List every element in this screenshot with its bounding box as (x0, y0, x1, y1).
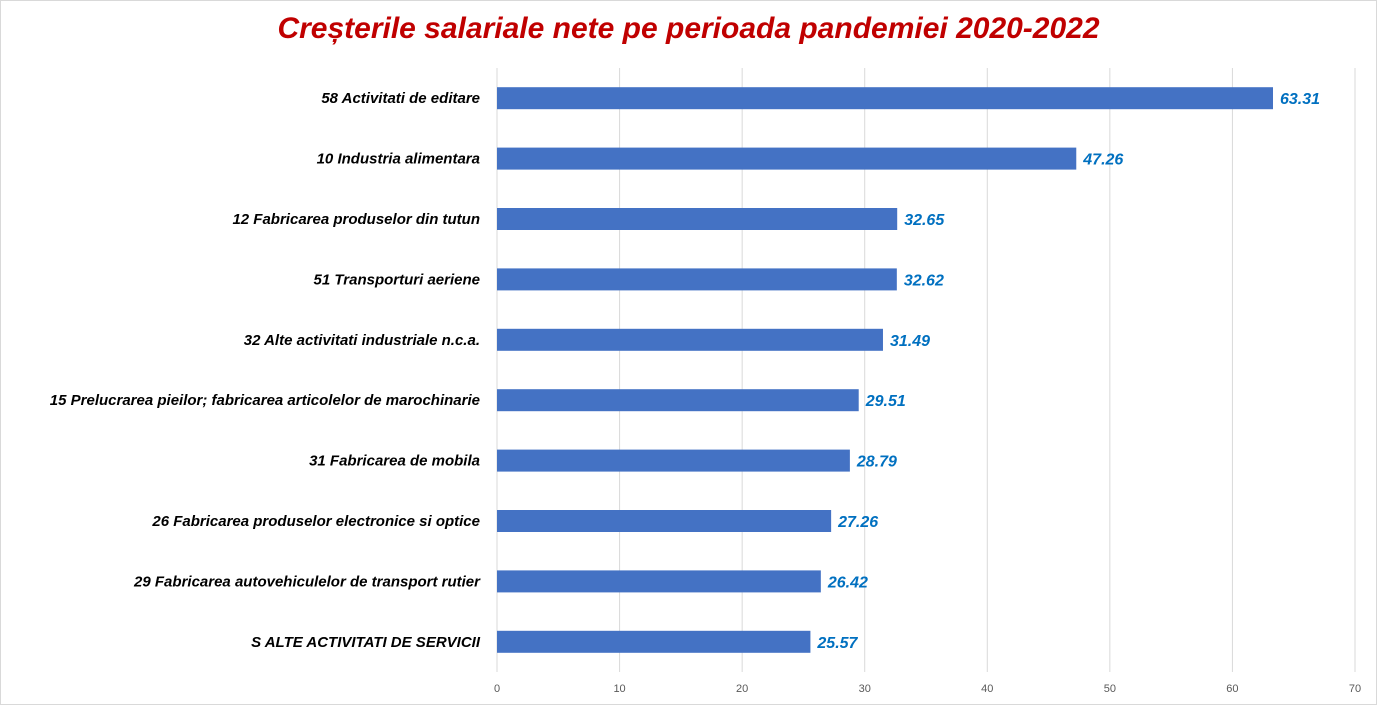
data-label: 31.49 (890, 333, 930, 350)
bar (497, 328, 883, 351)
bar (497, 268, 897, 291)
data-label: 25.57 (816, 635, 858, 652)
x-tick-label: 10 (613, 683, 625, 695)
category-label: 26 Fabricarea produselor electronice si … (151, 513, 480, 530)
x-tick-label: 70 (1349, 683, 1361, 695)
bar (497, 449, 850, 472)
bar (497, 87, 1273, 110)
bar (497, 147, 1077, 170)
x-tick-label: 50 (1104, 683, 1116, 695)
category-label: S ALTE ACTIVITATI DE SERVICII (251, 634, 481, 651)
category-label: 15 Prelucrarea pieilor; fabricarea artic… (50, 392, 480, 409)
category-label: 31 Fabricarea de mobila (309, 453, 480, 470)
data-label: 27.26 (837, 514, 878, 531)
bar (497, 389, 859, 412)
data-label: 32.65 (904, 212, 945, 229)
category-label: 51 Transporturi aeriene (314, 271, 480, 288)
data-label: 63.31 (1280, 91, 1320, 108)
category-label: 29 Fabricarea autovehiculelor de transpo… (133, 573, 481, 590)
x-tick-label: 60 (1226, 683, 1238, 695)
bar (497, 510, 832, 532)
x-tick-label: 20 (736, 683, 748, 695)
bar (497, 570, 821, 593)
data-label: 28.79 (856, 454, 897, 471)
x-tick-label: 0 (494, 683, 500, 695)
chart-title: Creșterile salariale nete pe perioada pa… (277, 12, 1100, 45)
x-tick-label: 40 (981, 683, 993, 695)
x-tick-label: 30 (859, 683, 871, 695)
category-label: 10 Industria alimentara (317, 151, 480, 168)
category-label: 32 Alte activitati industriale n.c.a. (244, 332, 480, 349)
data-label: 47.26 (1082, 152, 1123, 169)
category-label: 58 Activitati de editare (321, 90, 480, 107)
data-label: 26.42 (827, 574, 868, 591)
bar (497, 630, 811, 653)
data-label: 29.51 (865, 393, 906, 410)
bar (497, 208, 898, 230)
category-label: 12 Fabricarea produselor din tutun (232, 211, 480, 228)
data-label: 32.62 (904, 272, 944, 289)
